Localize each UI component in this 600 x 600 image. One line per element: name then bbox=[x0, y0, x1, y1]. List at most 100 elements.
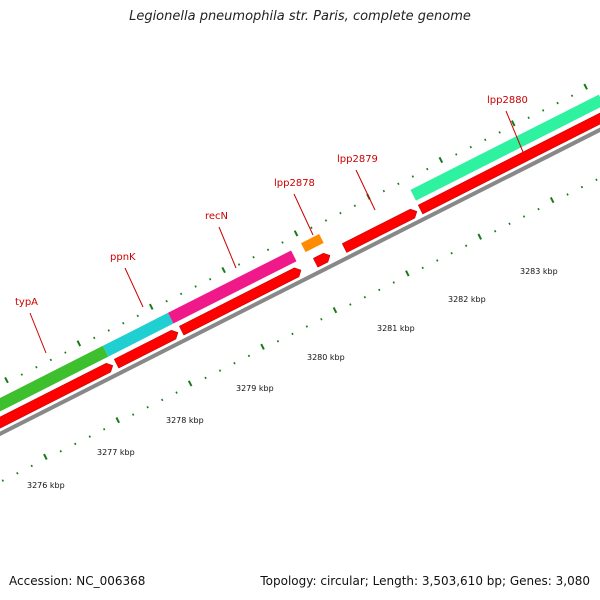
inner-tick bbox=[595, 178, 598, 182]
inner-tick bbox=[131, 413, 135, 416]
inner-tick bbox=[204, 376, 207, 380]
outer-tick bbox=[527, 116, 530, 120]
inner-tick bbox=[30, 464, 33, 468]
outer-tick bbox=[136, 314, 139, 318]
callout-line-recN bbox=[218, 226, 237, 269]
outer-tick bbox=[64, 351, 67, 354]
outer-tick bbox=[541, 109, 545, 112]
inner-tick bbox=[378, 288, 381, 292]
topology-text: Topology: circular; Length: 3,503,610 bp… bbox=[260, 574, 590, 588]
gene-label-lpp2879: lpp2879 bbox=[337, 154, 378, 165]
gene-callouts: typA ppnK recN lpp2878 lpp2879 lpp2880 bbox=[15, 95, 528, 354]
accession-text: Accession: NC_006368 bbox=[9, 574, 146, 588]
gene-bar-lpp2880 bbox=[410, 94, 600, 201]
inner-tick bbox=[450, 251, 453, 255]
inner-tick bbox=[218, 369, 222, 372]
inner-tick bbox=[16, 472, 19, 475]
outer-tick-marks bbox=[4, 80, 600, 384]
outer-tick bbox=[35, 365, 38, 369]
inner-tick bbox=[43, 453, 48, 460]
outer-tick bbox=[221, 266, 226, 274]
outer-tick bbox=[194, 285, 197, 288]
outer-tick bbox=[252, 255, 255, 259]
backbone-line bbox=[0, 127, 600, 437]
callout-line-lpp2879 bbox=[355, 169, 376, 211]
outer-tick bbox=[556, 101, 559, 105]
outer-tick bbox=[339, 211, 342, 215]
outer-tick bbox=[293, 230, 299, 237]
inner-tick bbox=[233, 361, 236, 365]
gene-bar-typA bbox=[0, 345, 109, 412]
kbp-label: 3283 kbp bbox=[520, 267, 558, 276]
inner-tick bbox=[436, 259, 439, 262]
kbp-label: 3281 kbp bbox=[377, 324, 415, 333]
outer-tick bbox=[20, 373, 24, 376]
outer-tick bbox=[237, 263, 241, 266]
outer-tick bbox=[511, 120, 516, 127]
outer-tick bbox=[4, 376, 9, 384]
callout-line-lpp2878 bbox=[293, 193, 314, 236]
inner-tick bbox=[508, 222, 511, 226]
outer-tick bbox=[93, 336, 96, 340]
inner-tick bbox=[566, 193, 569, 196]
inner-tick bbox=[363, 295, 367, 299]
outer-tick bbox=[76, 340, 82, 347]
gene-track bbox=[0, 94, 600, 412]
outer-tick bbox=[149, 303, 154, 310]
kbp-labels: 3276 kbp 3277 kbp 3278 kbp 3279 kbp 3280 kbp… bbox=[27, 267, 558, 490]
inner-tick bbox=[175, 391, 178, 394]
kbp-label: 3276 kbp bbox=[27, 481, 65, 490]
outer-tick bbox=[570, 94, 574, 97]
outer-tick bbox=[469, 145, 472, 149]
outer-tick bbox=[310, 226, 313, 230]
outer-tick bbox=[49, 358, 53, 362]
kbp-label: 3280 kbp bbox=[307, 353, 345, 362]
cds-arrow-1 bbox=[113, 329, 179, 369]
inner-tick bbox=[580, 185, 584, 189]
cds-arrow-0 bbox=[0, 362, 114, 429]
outer-tick bbox=[438, 156, 444, 164]
inner-tick bbox=[320, 317, 323, 321]
outer-tick bbox=[583, 83, 588, 90]
inner-tick bbox=[464, 244, 468, 248]
inner-tick bbox=[537, 207, 540, 211]
inner-tick bbox=[349, 303, 352, 306]
cds-arrow-5 bbox=[417, 112, 600, 215]
outer-tick bbox=[426, 167, 429, 171]
callout-line-lpp2880 bbox=[505, 110, 524, 153]
cds-arrow-2 bbox=[178, 267, 302, 336]
inner-tick bbox=[549, 196, 555, 204]
outer-tick bbox=[208, 277, 212, 281]
inner-tick bbox=[187, 380, 193, 387]
inner-tick bbox=[74, 442, 77, 446]
kbp-label: 3277 kbp bbox=[97, 448, 135, 457]
outer-tick bbox=[455, 153, 458, 156]
inner-tick bbox=[276, 339, 280, 343]
outer-tick bbox=[353, 204, 357, 208]
cds-arrow-4 bbox=[341, 208, 418, 253]
inner-tick bbox=[146, 406, 149, 409]
outer-tick bbox=[382, 189, 386, 193]
inner-tick bbox=[392, 281, 395, 284]
outer-tick bbox=[281, 241, 284, 244]
outer-tick bbox=[411, 175, 415, 178]
kbp-label: 3282 kbp bbox=[448, 295, 486, 304]
inner-tick bbox=[405, 270, 410, 277]
cds-track bbox=[0, 112, 600, 429]
gene-bar-recN bbox=[168, 250, 297, 324]
map-title: Legionella pneumophila str. Paris, compl… bbox=[129, 9, 471, 24]
inner-tick bbox=[247, 354, 251, 358]
gene-label-lpp2880: lpp2880 bbox=[487, 95, 528, 106]
inner-tick bbox=[59, 450, 62, 453]
outer-tick bbox=[122, 321, 125, 325]
outer-tick bbox=[107, 329, 110, 332]
inner-tick bbox=[493, 229, 497, 233]
outer-tick bbox=[498, 131, 501, 134]
gene-bar-lpp2878 bbox=[301, 234, 324, 253]
outer-tick bbox=[266, 248, 270, 252]
genome-backbone bbox=[0, 127, 600, 437]
kbp-label: 3279 kbp bbox=[236, 384, 274, 393]
callout-line-typA bbox=[29, 312, 47, 354]
inner-tick bbox=[115, 417, 120, 424]
